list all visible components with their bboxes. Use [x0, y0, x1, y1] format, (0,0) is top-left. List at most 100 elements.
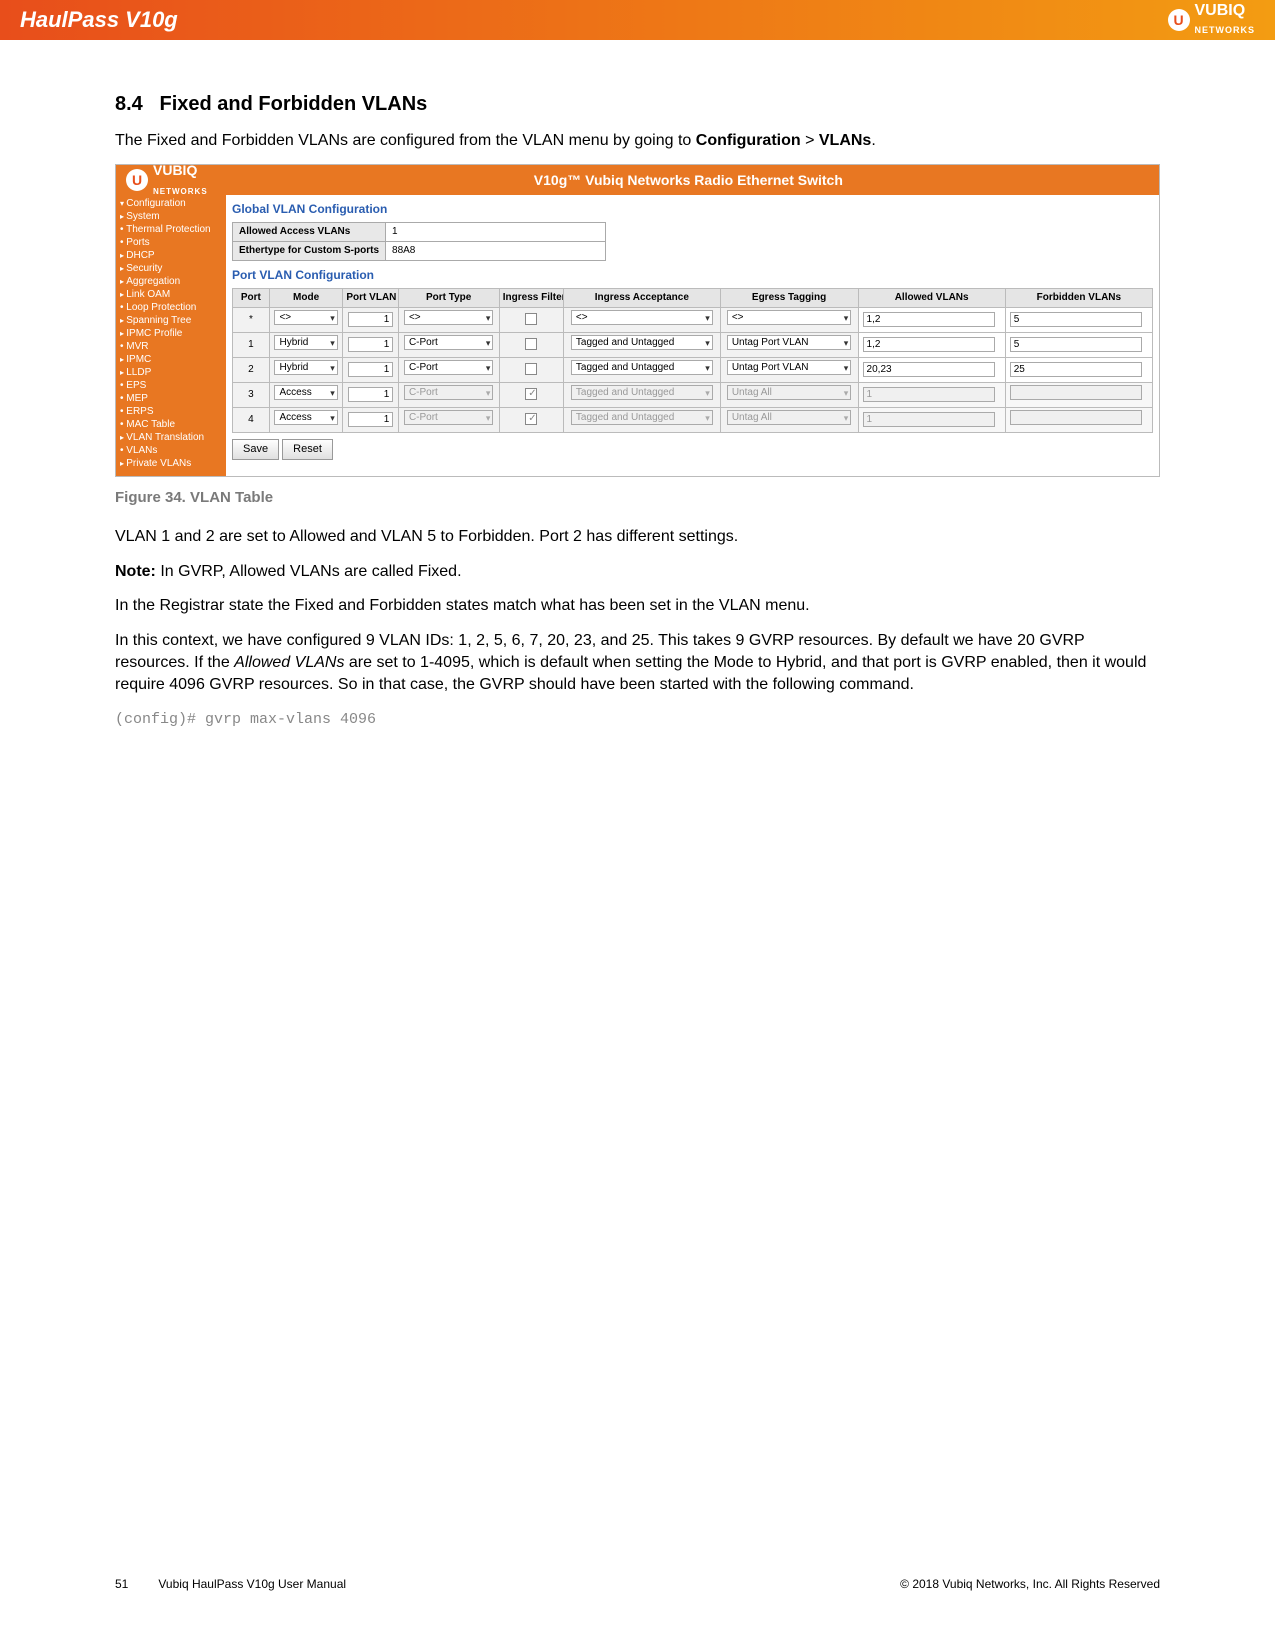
select[interactable]: <>: [274, 310, 337, 325]
text-input[interactable]: 5: [1010, 337, 1142, 352]
text-input[interactable]: 1,2: [863, 312, 995, 327]
port-col-header: Ingress Filtering: [499, 288, 563, 307]
global-vlan-table: Allowed Access VLANs1Ethertype for Custo…: [232, 222, 606, 261]
select[interactable]: Hybrid: [274, 335, 337, 350]
brand-sub: NETWORKS: [1195, 25, 1256, 35]
sidebar-item[interactable]: Aggregation: [120, 275, 222, 288]
checkbox[interactable]: [525, 363, 537, 375]
ss-banner: U VUBIQ NETWORKS V10g™ Vubiq Networks Ra…: [116, 165, 1159, 195]
text-input[interactable]: 25: [1010, 362, 1142, 377]
port-cell: 3: [233, 382, 270, 407]
text-input[interactable]: 1: [348, 412, 394, 427]
text-input[interactable]: 5: [1010, 312, 1142, 327]
sidebar-item[interactable]: VLAN Translation: [120, 431, 222, 444]
sidebar-item[interactable]: Ports: [120, 236, 222, 249]
gvlan-input[interactable]: 88A8: [386, 242, 606, 261]
sidebar-item[interactable]: MEP: [120, 392, 222, 405]
sidebar-item[interactable]: Security: [120, 262, 222, 275]
sidebar-item[interactable]: ERPS: [120, 405, 222, 418]
para-3: In the Registrar state the Fixed and For…: [115, 595, 1160, 617]
select: Tagged and Untagged: [571, 410, 713, 425]
section-number: 8.4: [115, 93, 143, 115]
sidebar-item[interactable]: IPMC Profile: [120, 327, 222, 340]
sidebar-item[interactable]: VLANs: [120, 444, 222, 457]
port-cell: 1: [233, 332, 270, 357]
checkbox[interactable]: [525, 338, 537, 350]
select[interactable]: Untag Port VLAN: [727, 335, 851, 350]
note-text: In GVRP, Allowed VLANs are called Fixed.: [156, 563, 462, 580]
code-block: (config)# gvrp max-vlans 4096: [115, 709, 1160, 730]
sidebar-item[interactable]: Spanning Tree: [120, 314, 222, 327]
vlan-screenshot: U VUBIQ NETWORKS V10g™ Vubiq Networks Ra…: [115, 164, 1160, 477]
gvlan-label: Ethertype for Custom S-ports: [233, 242, 386, 261]
sidebar-item[interactable]: System: [120, 210, 222, 223]
select[interactable]: C-Port: [404, 335, 493, 350]
select[interactable]: <>: [404, 310, 493, 325]
sidebar-item[interactable]: LLDP: [120, 366, 222, 379]
section-title: Fixed and Forbidden VLANs: [159, 93, 427, 115]
page-footer: 51 Vubiq HaulPass V10g User Manual © 201…: [115, 1577, 1160, 1591]
brand-logo-icon: U: [1168, 9, 1190, 31]
select[interactable]: Untag Port VLAN: [727, 360, 851, 375]
copyright: © 2018 Vubiq Networks, Inc. All Rights R…: [900, 1577, 1160, 1591]
save-button[interactable]: Save: [232, 439, 279, 460]
sidebar-item[interactable]: Thermal Protection: [120, 223, 222, 236]
note-label: Note:: [115, 563, 156, 580]
ss-sidebar: ConfigurationSystemThermal ProtectionPor…: [116, 195, 226, 476]
sidebar-item[interactable]: MAC Table: [120, 418, 222, 431]
port-col-header: Port Type: [398, 288, 499, 307]
gvlan-input[interactable]: 1: [386, 223, 606, 242]
ss-title: V10g™ Vubiq Networks Radio Ethernet Swit…: [218, 171, 1159, 191]
sidebar-item[interactable]: DHCP: [120, 249, 222, 262]
port-vlan-title: Port VLAN Configuration: [232, 267, 1153, 284]
sidebar-item[interactable]: IPMC: [120, 353, 222, 366]
sidebar-item[interactable]: Link OAM: [120, 288, 222, 301]
port-vlan-table: PortModePort VLANPort TypeIngress Filter…: [232, 288, 1153, 433]
select[interactable]: <>: [727, 310, 851, 325]
port-col-header: Ingress Acceptance: [564, 288, 720, 307]
text-input[interactable]: 1: [348, 312, 394, 327]
global-vlan-title: Global VLAN Configuration: [232, 201, 1153, 218]
port-cell: 4: [233, 407, 270, 432]
select[interactable]: Tagged and Untagged: [571, 335, 713, 350]
text-input[interactable]: 1: [348, 387, 394, 402]
text-input[interactable]: 1: [348, 337, 394, 352]
manual-title: Vubiq HaulPass V10g User Manual: [158, 1577, 346, 1591]
select[interactable]: Tagged and Untagged: [571, 360, 713, 375]
port-col-header: Mode: [269, 288, 343, 307]
reset-button[interactable]: Reset: [282, 439, 333, 460]
para-2: Note: In GVRP, Allowed VLANs are called …: [115, 561, 1160, 583]
text-input[interactable]: 1,2: [863, 337, 995, 352]
checkbox[interactable]: [525, 388, 537, 400]
port-cell: *: [233, 307, 270, 332]
checkbox[interactable]: [525, 313, 537, 325]
brand-logo: U VUBIQ NETWORKS: [1168, 2, 1256, 38]
nav-config: Configuration: [696, 132, 801, 149]
page-number: 51: [115, 1577, 128, 1591]
intro-paragraph: The Fixed and Forbidden VLANs are config…: [115, 130, 1160, 152]
page-header: HaulPass V10g U VUBIQ NETWORKS: [0, 0, 1275, 40]
select: C-Port: [404, 410, 493, 425]
ss-main: Global VLAN Configuration Allowed Access…: [226, 195, 1159, 476]
select[interactable]: Access: [274, 410, 337, 425]
sidebar-item[interactable]: Configuration: [120, 197, 222, 210]
para-4: In this context, we have configured 9 VL…: [115, 630, 1160, 697]
sidebar-item[interactable]: Loop Protection: [120, 301, 222, 314]
select: Untag All: [727, 410, 851, 425]
port-col-header: Allowed VLANs: [858, 288, 1005, 307]
sidebar-item[interactable]: EPS: [120, 379, 222, 392]
text-input[interactable]: 20,23: [863, 362, 995, 377]
ss-brand: VUBIQ: [153, 162, 197, 178]
sidebar-item[interactable]: Private VLANs: [120, 457, 222, 470]
text-input: 1: [863, 387, 995, 402]
checkbox[interactable]: [525, 413, 537, 425]
select[interactable]: Access: [274, 385, 337, 400]
port-col-header: Port: [233, 288, 270, 307]
text-input[interactable]: 1: [348, 362, 394, 377]
gvlan-label: Allowed Access VLANs: [233, 223, 386, 242]
select[interactable]: C-Port: [404, 360, 493, 375]
select[interactable]: Hybrid: [274, 360, 337, 375]
select[interactable]: <>: [571, 310, 713, 325]
port-col-header: Forbidden VLANs: [1005, 288, 1152, 307]
sidebar-item[interactable]: MVR: [120, 340, 222, 353]
